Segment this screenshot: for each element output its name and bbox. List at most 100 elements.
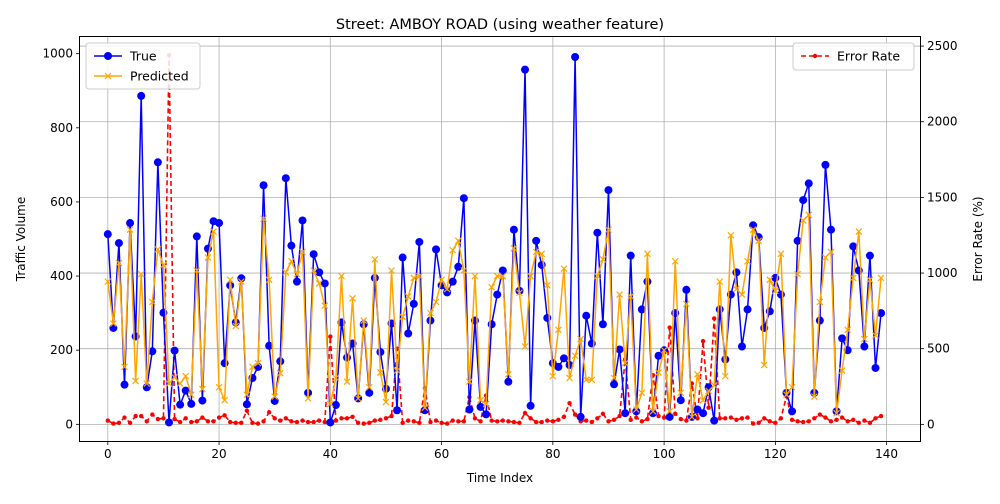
point-true (265, 341, 274, 350)
point-predicted (732, 285, 740, 293)
legend-left: True Predicted (85, 42, 201, 90)
point-error-rate (812, 416, 817, 421)
point-true (309, 250, 318, 259)
point-error-rate (500, 418, 505, 423)
point-predicted (221, 396, 229, 404)
point-error-rate (478, 419, 483, 424)
point-true (532, 236, 541, 245)
point-predicted (260, 215, 268, 223)
point-predicted (399, 313, 407, 321)
point-predicted (438, 276, 446, 284)
x-tick-label: 60 (434, 447, 449, 461)
point-predicted (154, 245, 162, 253)
x-tick-label: 100 (653, 447, 676, 461)
point-true (343, 353, 352, 362)
point-predicted (605, 226, 612, 234)
point-predicted (104, 278, 112, 286)
point-predicted (404, 293, 412, 300)
point-predicted (182, 372, 190, 380)
point-error-rate (233, 420, 238, 426)
point-error-rate (634, 415, 639, 420)
point-true (732, 268, 741, 277)
point-true (187, 399, 196, 408)
point-error-rate (372, 418, 378, 423)
point-predicted (532, 248, 540, 256)
point-true (615, 345, 624, 354)
point-true (448, 277, 457, 286)
point-predicted (638, 389, 646, 397)
point-error-rate (639, 419, 645, 424)
point-predicted (254, 359, 262, 367)
point-predicted (427, 309, 434, 317)
point-true (365, 388, 374, 397)
point-error-rate (294, 419, 300, 425)
point-true (648, 409, 657, 418)
point-error-rate (762, 416, 767, 421)
point-true (326, 418, 335, 427)
point-predicted (799, 217, 807, 224)
point-true (482, 410, 491, 419)
point-error-rate (266, 410, 272, 415)
point-predicted (860, 335, 868, 343)
point-predicted (504, 370, 512, 378)
point-error-rate (161, 416, 166, 421)
legend-marker-predicted (104, 72, 112, 80)
point-true (743, 305, 752, 314)
point-predicted (855, 228, 863, 236)
point-true (865, 251, 874, 260)
point-true (376, 348, 385, 357)
point-predicted (165, 380, 173, 387)
point-predicted (287, 257, 295, 265)
point-error-rate (361, 421, 366, 426)
point-error-rate (389, 413, 394, 419)
y-tick-label-right: 0 (927, 417, 935, 431)
point-error-rate (873, 416, 878, 421)
point-predicted (332, 374, 340, 382)
point-true (593, 228, 602, 237)
point-predicted (510, 244, 518, 252)
point-error-rate (695, 416, 700, 421)
point-predicted (388, 267, 395, 274)
point-true (877, 309, 886, 318)
point-error-rate (450, 418, 455, 423)
point-predicted (822, 254, 829, 261)
point-predicted (632, 406, 640, 413)
point-true (654, 351, 663, 360)
point-error-rate (600, 411, 606, 416)
point-error-rate (789, 417, 795, 423)
point-error-rate (773, 420, 778, 426)
point-predicted (210, 228, 217, 236)
point-error-rate (556, 417, 561, 423)
point-predicted (783, 391, 790, 399)
point-predicted (643, 250, 651, 258)
chart-title: Street: AMBOY ROAD (using weather featur… (336, 17, 664, 33)
point-true (409, 299, 418, 308)
point-error-rate (595, 416, 600, 421)
point-true (559, 354, 568, 363)
point-true (242, 400, 251, 409)
point-true (114, 239, 123, 248)
point-predicted (488, 283, 496, 291)
point-predicted (805, 211, 813, 219)
point-predicted (566, 374, 573, 382)
point-true (710, 416, 719, 425)
point-true (320, 279, 329, 288)
point-true (465, 405, 474, 414)
point-true (526, 401, 535, 410)
point-error-rate (116, 420, 122, 426)
point-error-rate (539, 419, 544, 425)
point-error-rate (144, 419, 149, 424)
y-axis-label-right: Error Rate (%) (971, 196, 985, 281)
legend-label-error-rate: Error Rate (837, 49, 900, 64)
point-predicted (315, 280, 323, 287)
point-true (281, 174, 290, 183)
point-error-rate (734, 417, 739, 423)
x-tick-label: 20 (211, 447, 226, 461)
x-tick-label: 40 (323, 447, 338, 461)
point-error-rate (723, 416, 728, 421)
point-predicted (365, 383, 373, 391)
legend-marker-true (104, 52, 112, 60)
point-error-rate (406, 418, 411, 423)
point-predicted (516, 289, 523, 297)
